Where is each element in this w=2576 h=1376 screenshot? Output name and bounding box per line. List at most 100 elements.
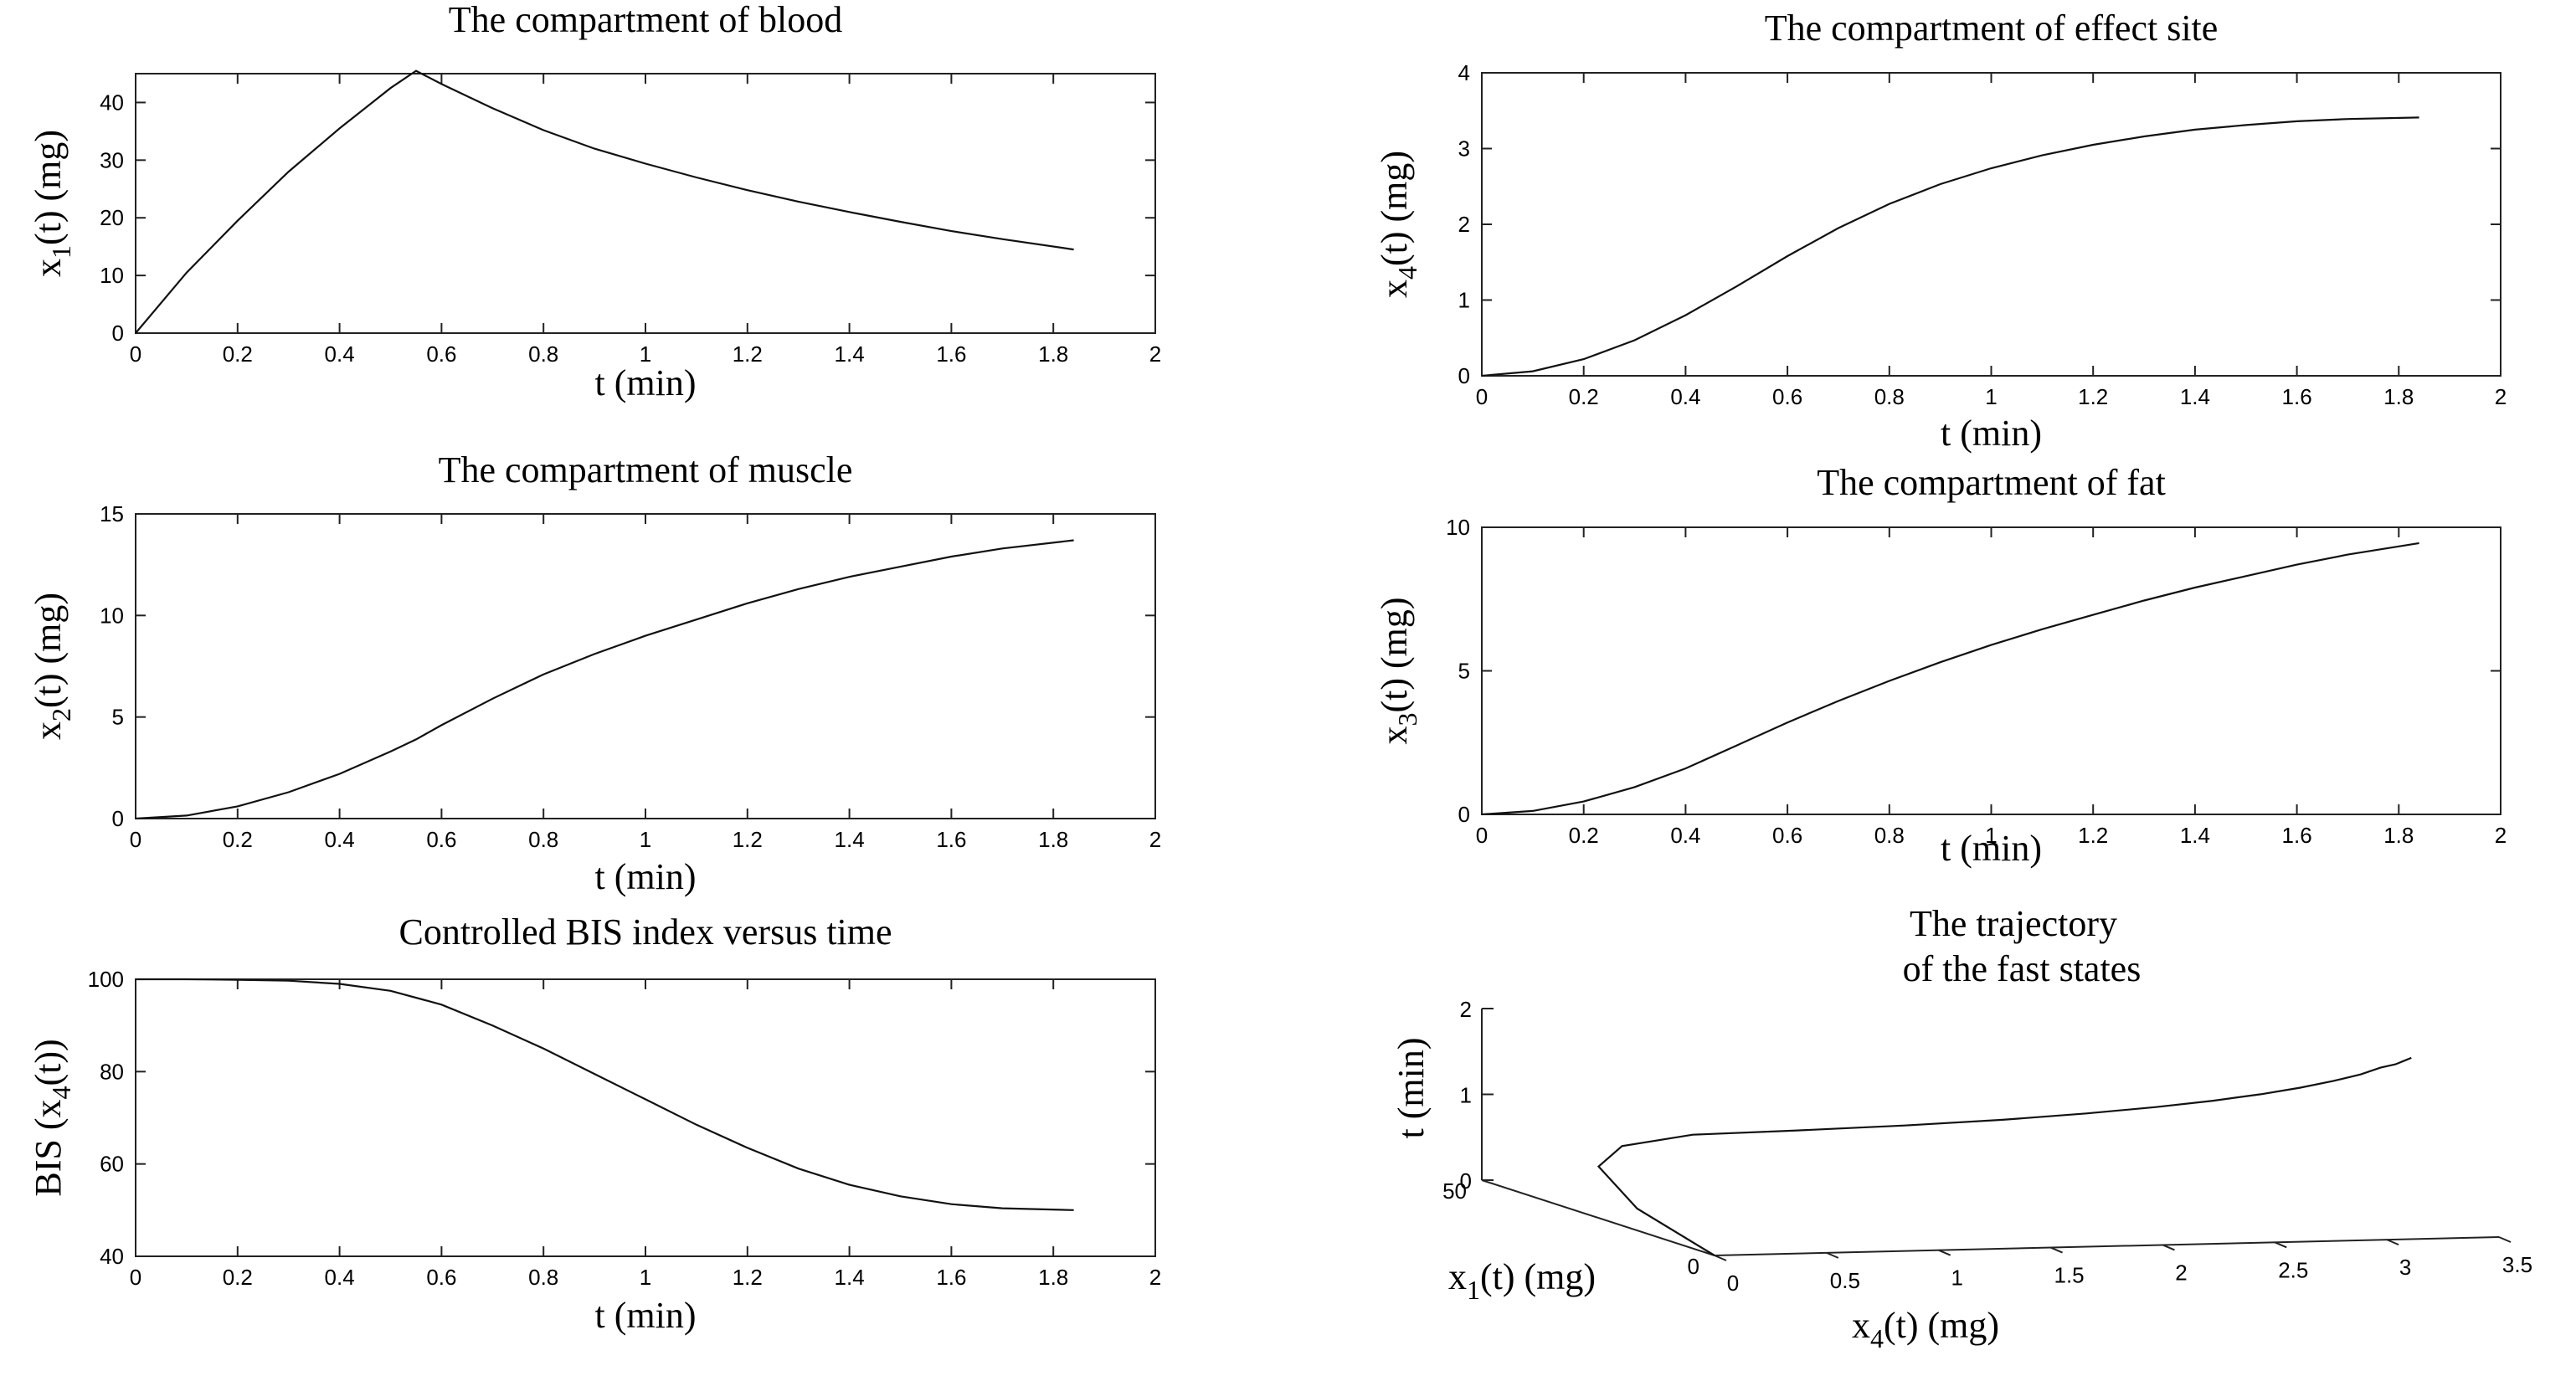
x-tick-label: 0.6 xyxy=(1772,823,1802,848)
x4-tick-label: 3 xyxy=(2399,1255,2411,1280)
x-tick-label: 0.4 xyxy=(325,1265,355,1290)
plot-frame xyxy=(1481,526,2501,815)
label-part: (t) (mg) xyxy=(28,130,69,245)
y-axis-label: BIS (x4(t)) xyxy=(28,1039,76,1196)
y-tick-label: 4 xyxy=(1458,60,1470,85)
x4-tick-mark xyxy=(2498,1236,2512,1243)
label-part: x xyxy=(1374,280,1415,298)
x-tick-label: 0.2 xyxy=(1569,384,1599,409)
label-part: x xyxy=(1374,727,1415,745)
x-tick-label: 2 xyxy=(2495,823,2507,848)
chart-title: The compartment of fat xyxy=(1817,462,2166,503)
x-tick-label: 1 xyxy=(1985,384,1997,409)
chart-effect-site-compartment: 0 0.2 0.4 0.6 0.8 1 1.2 1.4 1.6 1.8 2 0 1 2 3 4 The comp… xyxy=(1374,8,2507,454)
x-tick-label: 0.2 xyxy=(223,827,253,852)
chart-title: Controlled BIS index versus time xyxy=(398,911,892,952)
label-subscript: 4 xyxy=(1870,1323,1884,1353)
x-tick-label: 0 xyxy=(130,341,141,367)
x4-tick-label: 0.5 xyxy=(1830,1268,1860,1293)
x4-tick-label: 0 xyxy=(1727,1271,1739,1296)
x-tick-label: 1.6 xyxy=(936,1265,966,1290)
y-tick-label: 20 xyxy=(100,205,124,230)
x4-tick-mark xyxy=(2386,1239,2399,1246)
x-tick-label: 1.2 xyxy=(733,341,763,367)
x-tick-label: 1.6 xyxy=(936,341,966,367)
label-part: (t) (mg) xyxy=(28,593,69,708)
x1-tick-label: 0 xyxy=(1688,1254,1699,1279)
plot-frame xyxy=(135,978,1156,1257)
chart-title-line1: The trajectory xyxy=(1910,903,2117,944)
x-tick-label: 0.8 xyxy=(528,1265,558,1290)
plot-frame xyxy=(135,73,1156,334)
x-tick-label: 1.4 xyxy=(835,341,865,367)
label-subscript: 1 xyxy=(46,245,76,259)
y-tick-label: 0 xyxy=(112,806,124,831)
x4-tick-label: 3.5 xyxy=(2502,1252,2532,1277)
x-axis-label: t (min) xyxy=(595,856,697,897)
x-tick-label: 1.4 xyxy=(835,1265,865,1290)
label-subscript: 1 xyxy=(1467,1275,1480,1305)
x-tick-label: 0 xyxy=(1476,384,1488,409)
series-line xyxy=(135,69,1074,334)
chart-title-line2: of the fast states xyxy=(1903,948,2142,989)
x-tick-label: 1 xyxy=(1985,823,1997,848)
y-tick-label: 0 xyxy=(112,321,124,346)
y-tick-label: 0 xyxy=(1458,363,1470,388)
x-tick-label: 0.4 xyxy=(1670,384,1700,409)
x-tick-label: 0.4 xyxy=(325,341,355,367)
x-tick-label: 0.2 xyxy=(223,341,253,367)
x-tick-label: 1 xyxy=(640,827,651,852)
x4-tick-mark xyxy=(2274,1241,2287,1249)
x-tick-label: 0.8 xyxy=(528,827,558,852)
x-tick-label: 2 xyxy=(1149,1265,1161,1290)
x4-tick-label: 2 xyxy=(2175,1260,2187,1285)
chart-title: The compartment of muscle xyxy=(439,449,853,490)
x-tick-label: 2 xyxy=(1149,827,1161,852)
x-tick-label: 0.6 xyxy=(426,827,456,852)
trajectory-line xyxy=(1597,1056,2412,1256)
chart-title: The compartment of effect site xyxy=(1765,8,2219,49)
series-line xyxy=(1481,116,2419,377)
x-tick-label: 1.2 xyxy=(2078,823,2108,848)
y-tick-label: 30 xyxy=(100,147,124,172)
y-tick-label: 40 xyxy=(100,90,124,115)
x4-axis-label: x4(t) (mg) xyxy=(1852,1305,1999,1353)
series-line xyxy=(136,978,1074,1211)
x4-tick-mark xyxy=(2162,1244,2175,1251)
label-part: (t) (mg) xyxy=(1884,1305,1999,1346)
x-tick-label: 0.8 xyxy=(528,341,558,367)
label-part: x xyxy=(28,721,69,740)
x-axis-label: t (min) xyxy=(1941,413,2042,454)
y-tick-label: 40 xyxy=(100,1244,124,1269)
chart-title: The compartment of blood xyxy=(449,0,842,40)
x-axis-label: t (min) xyxy=(595,362,697,403)
x-tick-label: 0.2 xyxy=(223,1265,253,1290)
label-part: (t) (mg) xyxy=(1374,151,1415,266)
x-tick-label: 1.4 xyxy=(2180,384,2210,409)
label-subscript: 4 xyxy=(46,1086,76,1100)
t-axis-label: t (min) xyxy=(1391,1038,1432,1139)
y-tick-label: 15 xyxy=(100,501,124,526)
x-tick-label: 0.6 xyxy=(426,341,456,367)
y-tick-label: 10 xyxy=(100,603,124,628)
x-tick-label: 1.2 xyxy=(733,1265,763,1290)
y-tick-label: 1 xyxy=(1458,288,1470,313)
x-tick-label: 0.6 xyxy=(1772,384,1802,409)
label-subscript: 2 xyxy=(46,708,76,721)
series-line xyxy=(135,539,1074,820)
x-tick-label: 0 xyxy=(130,827,141,852)
x4-tick-label: 1.5 xyxy=(2054,1263,2084,1288)
x-tick-label: 0.6 xyxy=(426,1265,456,1290)
chart-blood-compartment: 0 0.2 0.4 0.6 0.8 1 1.2 1.4 1.6 1.8 2010203040The … xyxy=(28,0,1161,403)
chart-bis-index: 0 0.2 0.4 0.6 0.8 1 1.2 1.4 1.6 1.8 2 40 60 80 100 Cont… xyxy=(28,911,1161,1336)
x1-axis-label: x1(t) (mg) xyxy=(1448,1256,1596,1305)
label-part: (t) (mg) xyxy=(1480,1256,1596,1297)
t-tick-label: 2 xyxy=(1460,997,1472,1022)
plot-frame xyxy=(135,513,1156,819)
chart-muscle-compartment: 0 0.2 0.4 0.6 0.8 1 1.2 1.4 1.6 1.8 2 0 5 10 15 The com… xyxy=(28,449,1161,897)
x-tick-label: 1.8 xyxy=(1038,1265,1068,1290)
label-part: BIS (x xyxy=(28,1100,69,1197)
y-axis-label: x1(t) (mg) xyxy=(28,130,76,277)
x-tick-label: 1.4 xyxy=(835,827,865,852)
label-part: (t) (mg) xyxy=(1374,597,1415,712)
